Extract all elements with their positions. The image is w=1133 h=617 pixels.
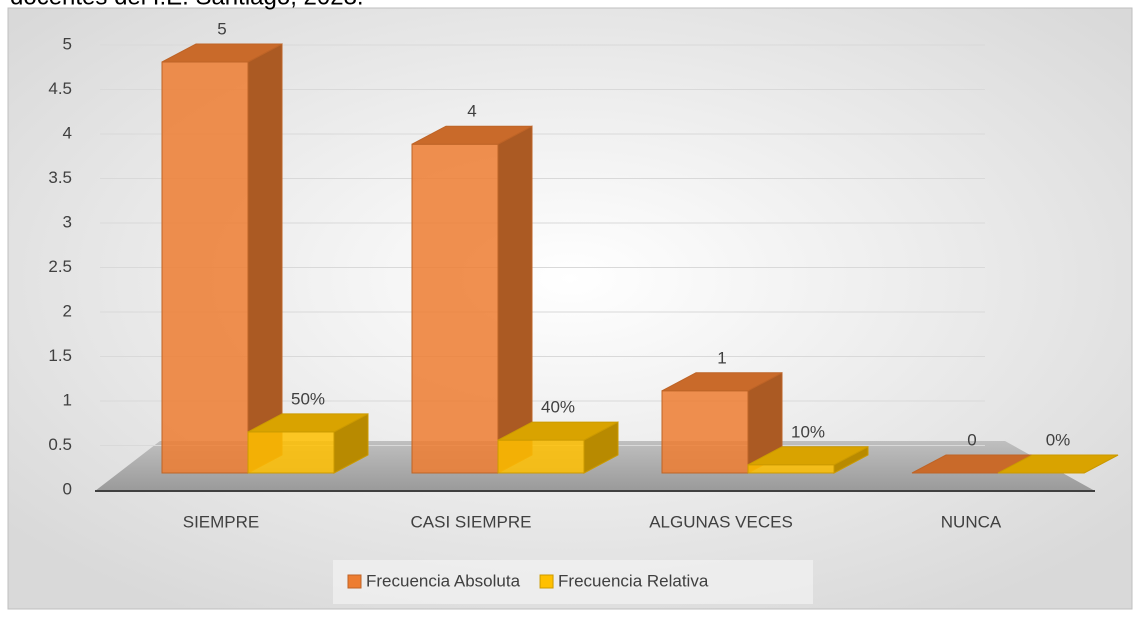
y-tick-label: 0 — [63, 479, 72, 498]
bar — [247, 413, 369, 474]
bar-top — [497, 421, 619, 441]
bar-front — [661, 390, 749, 474]
y-tick-label: 0.5 — [48, 435, 72, 454]
bar-top — [411, 125, 533, 145]
x-tick-label: SIEMPRE — [183, 512, 260, 531]
bar-front — [411, 143, 499, 474]
data-label: 0 — [967, 430, 976, 449]
bar-front — [497, 439, 585, 474]
bar-top — [661, 372, 783, 392]
y-tick-label: 2.5 — [48, 257, 72, 276]
bar-front — [247, 431, 335, 474]
bar-top — [747, 446, 869, 466]
bar-front — [161, 61, 249, 474]
data-label: 10% — [791, 422, 825, 441]
y-tick-label: 1.5 — [48, 346, 72, 365]
bar-top — [247, 413, 369, 433]
legend-box — [333, 560, 813, 604]
bar-side — [497, 125, 533, 474]
legend-label: Frecuencia Absoluta — [366, 571, 521, 590]
x-tick-label: NUNCA — [941, 512, 1002, 531]
y-tick-label: 3 — [63, 212, 72, 231]
data-label: 40% — [541, 398, 575, 417]
data-label: 0% — [1046, 430, 1071, 449]
y-tick-label: 3.5 — [48, 168, 72, 187]
y-tick-label: 4 — [63, 123, 72, 142]
bar-side — [247, 43, 283, 474]
legend-label: Frecuencia Relativa — [558, 571, 709, 590]
bar — [747, 445, 869, 474]
bar-top — [997, 454, 1119, 474]
bar — [661, 371, 783, 474]
legend-swatch — [539, 574, 554, 589]
bar — [997, 454, 1119, 474]
bar — [161, 43, 283, 474]
data-label: 50% — [291, 389, 325, 408]
chart-title: docentes del I.E. Santiago, 2023. — [10, 0, 364, 10]
y-tick-label: 2 — [63, 301, 72, 320]
x-tick-label: CASI SIEMPRE — [411, 512, 532, 531]
x-tick-label: ALGUNAS VECES — [649, 512, 793, 531]
data-label: 5 — [217, 19, 226, 38]
y-tick-label: 4.5 — [48, 79, 72, 98]
data-label: 4 — [467, 102, 476, 121]
y-tick-label: 5 — [63, 34, 72, 53]
bar — [411, 125, 533, 474]
bar-top — [161, 43, 283, 63]
bar — [497, 421, 619, 474]
bar-front — [747, 464, 835, 474]
data-label: 1 — [717, 348, 726, 367]
legend-swatch — [347, 574, 362, 589]
y-tick-label: 1 — [63, 390, 72, 409]
